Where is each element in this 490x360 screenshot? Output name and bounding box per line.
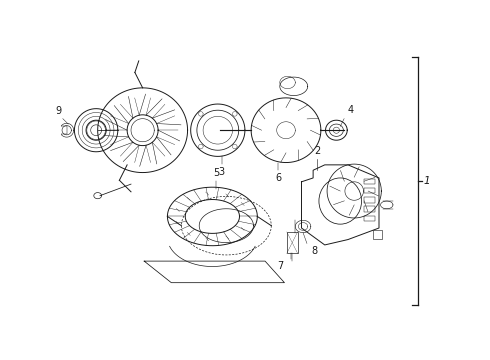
Text: 2: 2 — [314, 147, 320, 156]
Text: 4: 4 — [347, 105, 353, 115]
Text: 5: 5 — [213, 168, 220, 178]
Text: 7: 7 — [277, 261, 284, 271]
Text: 8: 8 — [312, 246, 318, 256]
Bar — [364, 206, 375, 212]
Text: 9: 9 — [56, 106, 62, 116]
Bar — [364, 188, 375, 193]
Bar — [287, 232, 297, 253]
Bar — [373, 230, 382, 239]
Bar — [60, 126, 67, 134]
Bar — [364, 197, 375, 203]
Text: 6: 6 — [275, 173, 281, 183]
Bar — [364, 179, 375, 184]
Text: 1: 1 — [423, 176, 430, 186]
Text: 3: 3 — [219, 167, 225, 177]
Bar — [364, 216, 375, 221]
